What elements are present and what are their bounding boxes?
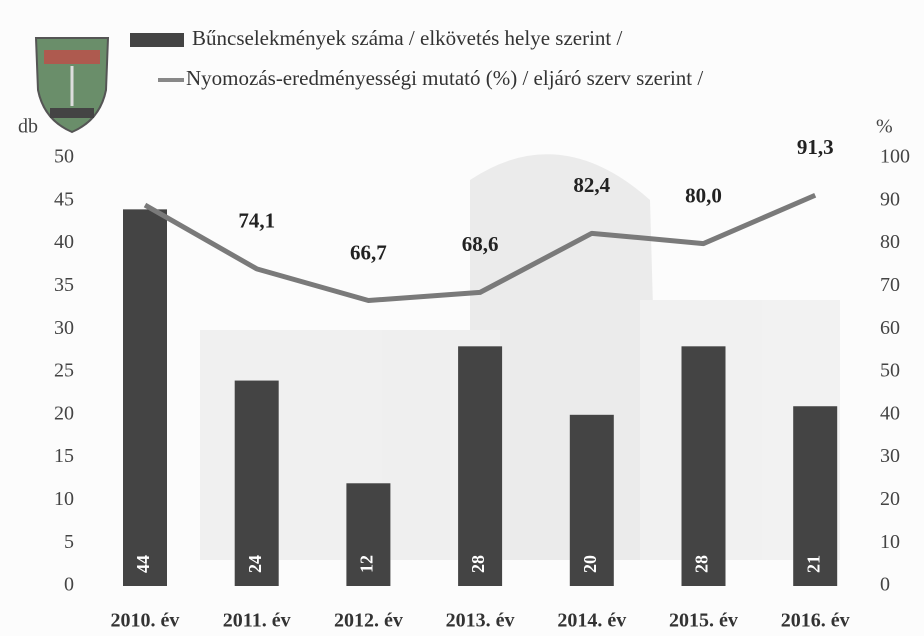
bar-label: 12 xyxy=(357,555,377,573)
y2-tick-label: 50 xyxy=(880,360,900,382)
y2-tick-label: 80 xyxy=(880,231,900,253)
y2-tick-label: 0 xyxy=(880,574,890,596)
y-tick-label: 0 xyxy=(64,574,74,596)
x-tick-label: 2016. év xyxy=(781,610,850,632)
y2-tick-label: 30 xyxy=(880,445,900,467)
bar-label: 21 xyxy=(803,555,823,573)
data-label: 74,1 xyxy=(238,209,275,233)
data-label: 91,3 xyxy=(797,135,834,159)
bar xyxy=(346,483,391,586)
data-label: 82,4 xyxy=(573,173,610,197)
plot: 0 5 10 15 20 25 30 35 40 45 50 0 10 20 30 40 50 60 70 80 90 1… xyxy=(54,135,910,632)
legend-label: Bűncselekmények száma / elkövetés helye … xyxy=(192,26,623,50)
y-tick-label: 10 xyxy=(54,488,74,510)
y2-tick-label: 20 xyxy=(880,488,900,510)
x-tick-label: 2011. év xyxy=(223,610,291,632)
bar xyxy=(569,414,614,586)
y-tick-label: 45 xyxy=(54,188,74,210)
bar xyxy=(234,380,279,586)
data-label: 80,0 xyxy=(685,183,722,207)
y2-tick-label: 40 xyxy=(880,402,900,424)
x-tick-label: 2010. év xyxy=(111,610,180,632)
police-logo xyxy=(34,37,110,134)
data-label: 68,6 xyxy=(462,232,499,256)
y2-tick-label: 10 xyxy=(880,531,900,553)
y-tick-label: 25 xyxy=(54,360,74,382)
y2-tick-label: 70 xyxy=(880,274,900,296)
y-tick-label: 20 xyxy=(54,402,74,424)
legend-label: Nyomozás-eredményességi mutató (%) / elj… xyxy=(186,66,703,90)
y-axis-label: db xyxy=(18,116,38,138)
y2-tick-label: 60 xyxy=(880,317,900,339)
y-tick-label: 15 xyxy=(54,445,74,467)
bar xyxy=(123,209,167,587)
bar xyxy=(458,346,503,586)
y2-tick-label: 90 xyxy=(880,188,900,210)
y-tick-label: 30 xyxy=(54,317,74,339)
bar xyxy=(793,406,838,586)
x-tick-label: 2012. év xyxy=(334,610,403,632)
x-tick-label: 2013. év xyxy=(446,610,515,632)
y-tick-label: 35 xyxy=(54,274,74,296)
y2-tick-label: 100 xyxy=(880,146,910,168)
bar-label: 28 xyxy=(692,555,712,573)
y-tick-label: 5 xyxy=(64,531,74,553)
y-tick-label: 40 xyxy=(54,231,74,253)
bar-label: 20 xyxy=(580,555,600,573)
bar xyxy=(681,346,726,586)
data-label: 66,7 xyxy=(350,240,387,264)
y-tick-label: 50 xyxy=(54,146,74,168)
bar-label: 28 xyxy=(468,555,488,573)
line xyxy=(143,192,817,304)
y2-axis-label: % xyxy=(876,116,893,138)
bar-label: 24 xyxy=(245,555,265,573)
x-tick-label: 2014. év xyxy=(557,610,626,632)
x-tick-label: 2015. év xyxy=(669,610,738,632)
legend-swatch-bar xyxy=(130,33,184,47)
bar-label: 44 xyxy=(133,555,153,573)
